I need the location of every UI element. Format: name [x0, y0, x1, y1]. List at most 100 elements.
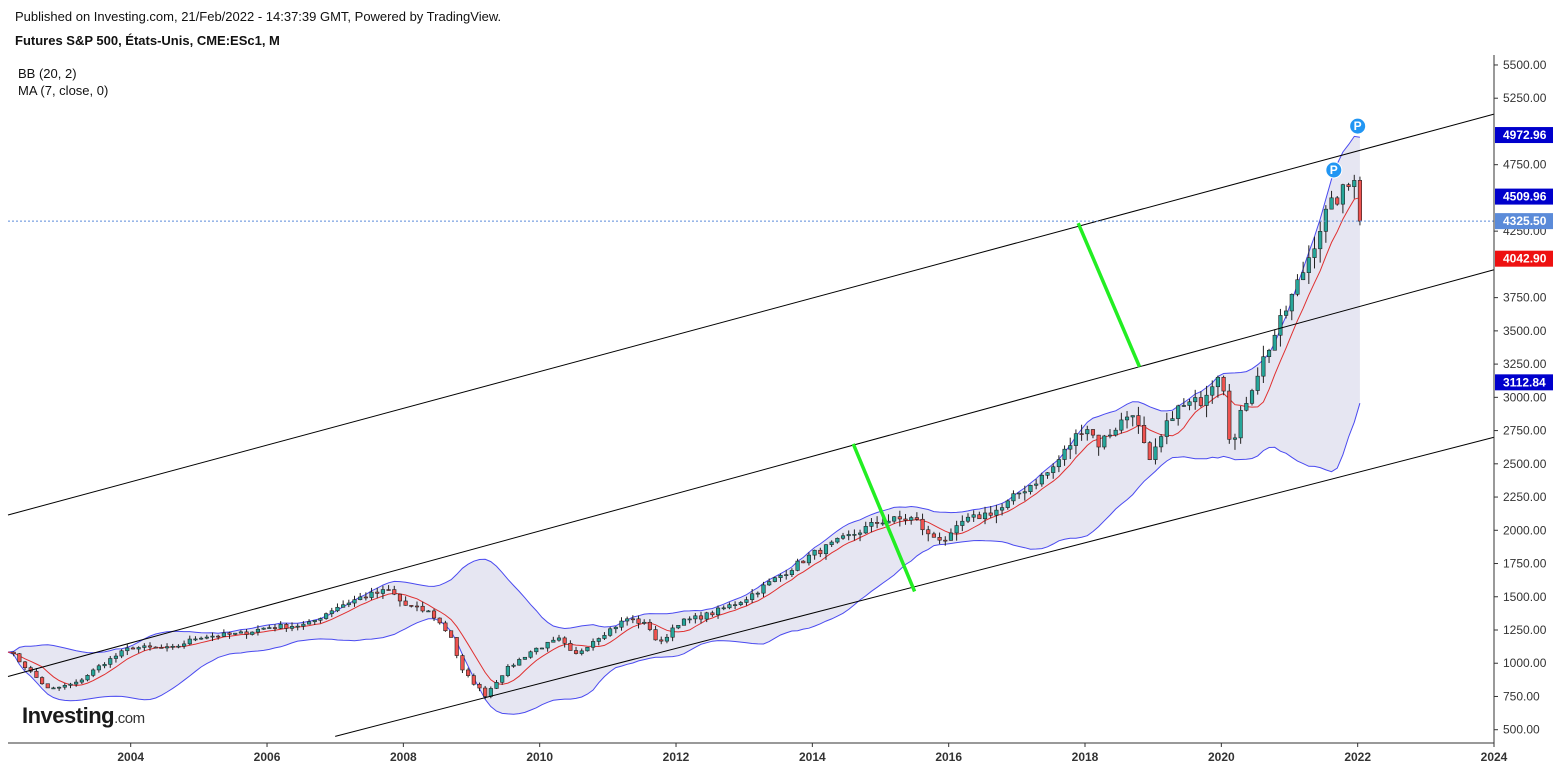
- time-tick-label: 2018: [1072, 750, 1099, 764]
- candle-body: [1079, 433, 1084, 435]
- candle-body: [863, 526, 868, 534]
- candle-body: [568, 643, 573, 651]
- candle: [670, 624, 675, 642]
- candle-body: [1062, 448, 1067, 460]
- candle-body: [1085, 429, 1090, 435]
- candle-body: [1272, 334, 1277, 351]
- candle-body: [488, 688, 493, 697]
- green-markers: [851, 222, 1142, 593]
- candle-body: [1136, 415, 1141, 426]
- candle-body: [431, 610, 437, 619]
- candle-body: [528, 651, 533, 658]
- badge-box: [1495, 250, 1553, 267]
- candle: [1329, 190, 1334, 210]
- candle: [1130, 415, 1135, 427]
- candle: [386, 585, 391, 591]
- candle-body: [1295, 279, 1300, 295]
- candle-body: [426, 610, 431, 613]
- candle: [1096, 434, 1101, 456]
- candle-body: [982, 512, 988, 520]
- candle-body: [937, 537, 942, 541]
- price-tick-label: 5500.00: [1503, 58, 1547, 72]
- investing-logo: Investing.com: [22, 703, 145, 728]
- candle-body: [1193, 397, 1198, 403]
- candle-body: [125, 647, 130, 652]
- time-tick-label: 2004: [117, 750, 144, 764]
- candle: [1159, 434, 1164, 453]
- badge-box: [1495, 374, 1553, 391]
- candle: [57, 686, 62, 691]
- badge-label: 4325.50: [1503, 214, 1547, 228]
- candle: [1352, 174, 1357, 199]
- candle: [619, 617, 624, 631]
- candle: [1232, 433, 1238, 450]
- candle: [625, 616, 630, 626]
- candle: [852, 529, 857, 541]
- candle-body: [346, 602, 351, 606]
- candle: [460, 653, 465, 674]
- candle: [767, 578, 772, 586]
- candle-body: [164, 646, 170, 649]
- candle: [1011, 490, 1016, 505]
- candle-body: [625, 618, 630, 622]
- candle-body: [375, 591, 380, 594]
- candle-body: [948, 532, 954, 541]
- candle: [471, 673, 476, 686]
- candle-body: [556, 637, 562, 641]
- candle: [738, 601, 743, 607]
- candle: [920, 513, 925, 536]
- candle-body: [943, 539, 948, 542]
- candle: [125, 644, 130, 656]
- candle-body: [795, 560, 800, 571]
- candle: [869, 518, 874, 533]
- candle: [204, 634, 209, 640]
- candle-body: [613, 626, 618, 630]
- green-segment-2: [1076, 222, 1142, 368]
- candle: [698, 611, 704, 624]
- candle-body: [358, 596, 363, 600]
- candle: [199, 636, 204, 640]
- candle: [772, 576, 777, 583]
- candle-body: [562, 637, 567, 644]
- candle-body: [835, 537, 840, 543]
- candle: [903, 513, 908, 525]
- time-tick-label: 2016: [935, 750, 962, 764]
- candle: [420, 601, 425, 613]
- candle-body: [1261, 356, 1266, 377]
- p-marker-label: P: [1330, 163, 1338, 177]
- candle: [358, 592, 363, 601]
- candle: [710, 610, 715, 617]
- candle: [62, 683, 67, 690]
- candle-body: [210, 635, 215, 638]
- candle-body: [1244, 403, 1249, 411]
- candle: [193, 636, 198, 642]
- candle: [704, 611, 709, 623]
- candle-body: [142, 645, 147, 648]
- candle: [17, 653, 22, 663]
- channel-line-3: [335, 436, 1495, 737]
- candle: [352, 595, 357, 607]
- candle-body: [642, 621, 647, 624]
- candle-body: [858, 532, 863, 535]
- candle: [159, 644, 164, 649]
- candle-body: [721, 607, 726, 610]
- candle-body: [545, 641, 550, 649]
- candle-body: [312, 619, 317, 623]
- candle-body: [1034, 483, 1039, 486]
- price-tick-label: 3250.00: [1503, 357, 1547, 371]
- candle-body: [1187, 401, 1192, 406]
- candle-body: [647, 621, 652, 630]
- time-tick-label: 2024: [1481, 750, 1508, 764]
- candle-body: [341, 604, 346, 608]
- candle: [431, 608, 437, 622]
- price-tick-label: 1750.00: [1503, 557, 1547, 571]
- candle: [210, 632, 215, 642]
- candle-body: [681, 618, 687, 626]
- candle: [647, 619, 652, 632]
- candle: [403, 596, 408, 606]
- candle: [664, 633, 669, 644]
- candle: [284, 622, 289, 632]
- price-tick-label: 750.00: [1503, 689, 1540, 703]
- candle: [977, 511, 982, 520]
